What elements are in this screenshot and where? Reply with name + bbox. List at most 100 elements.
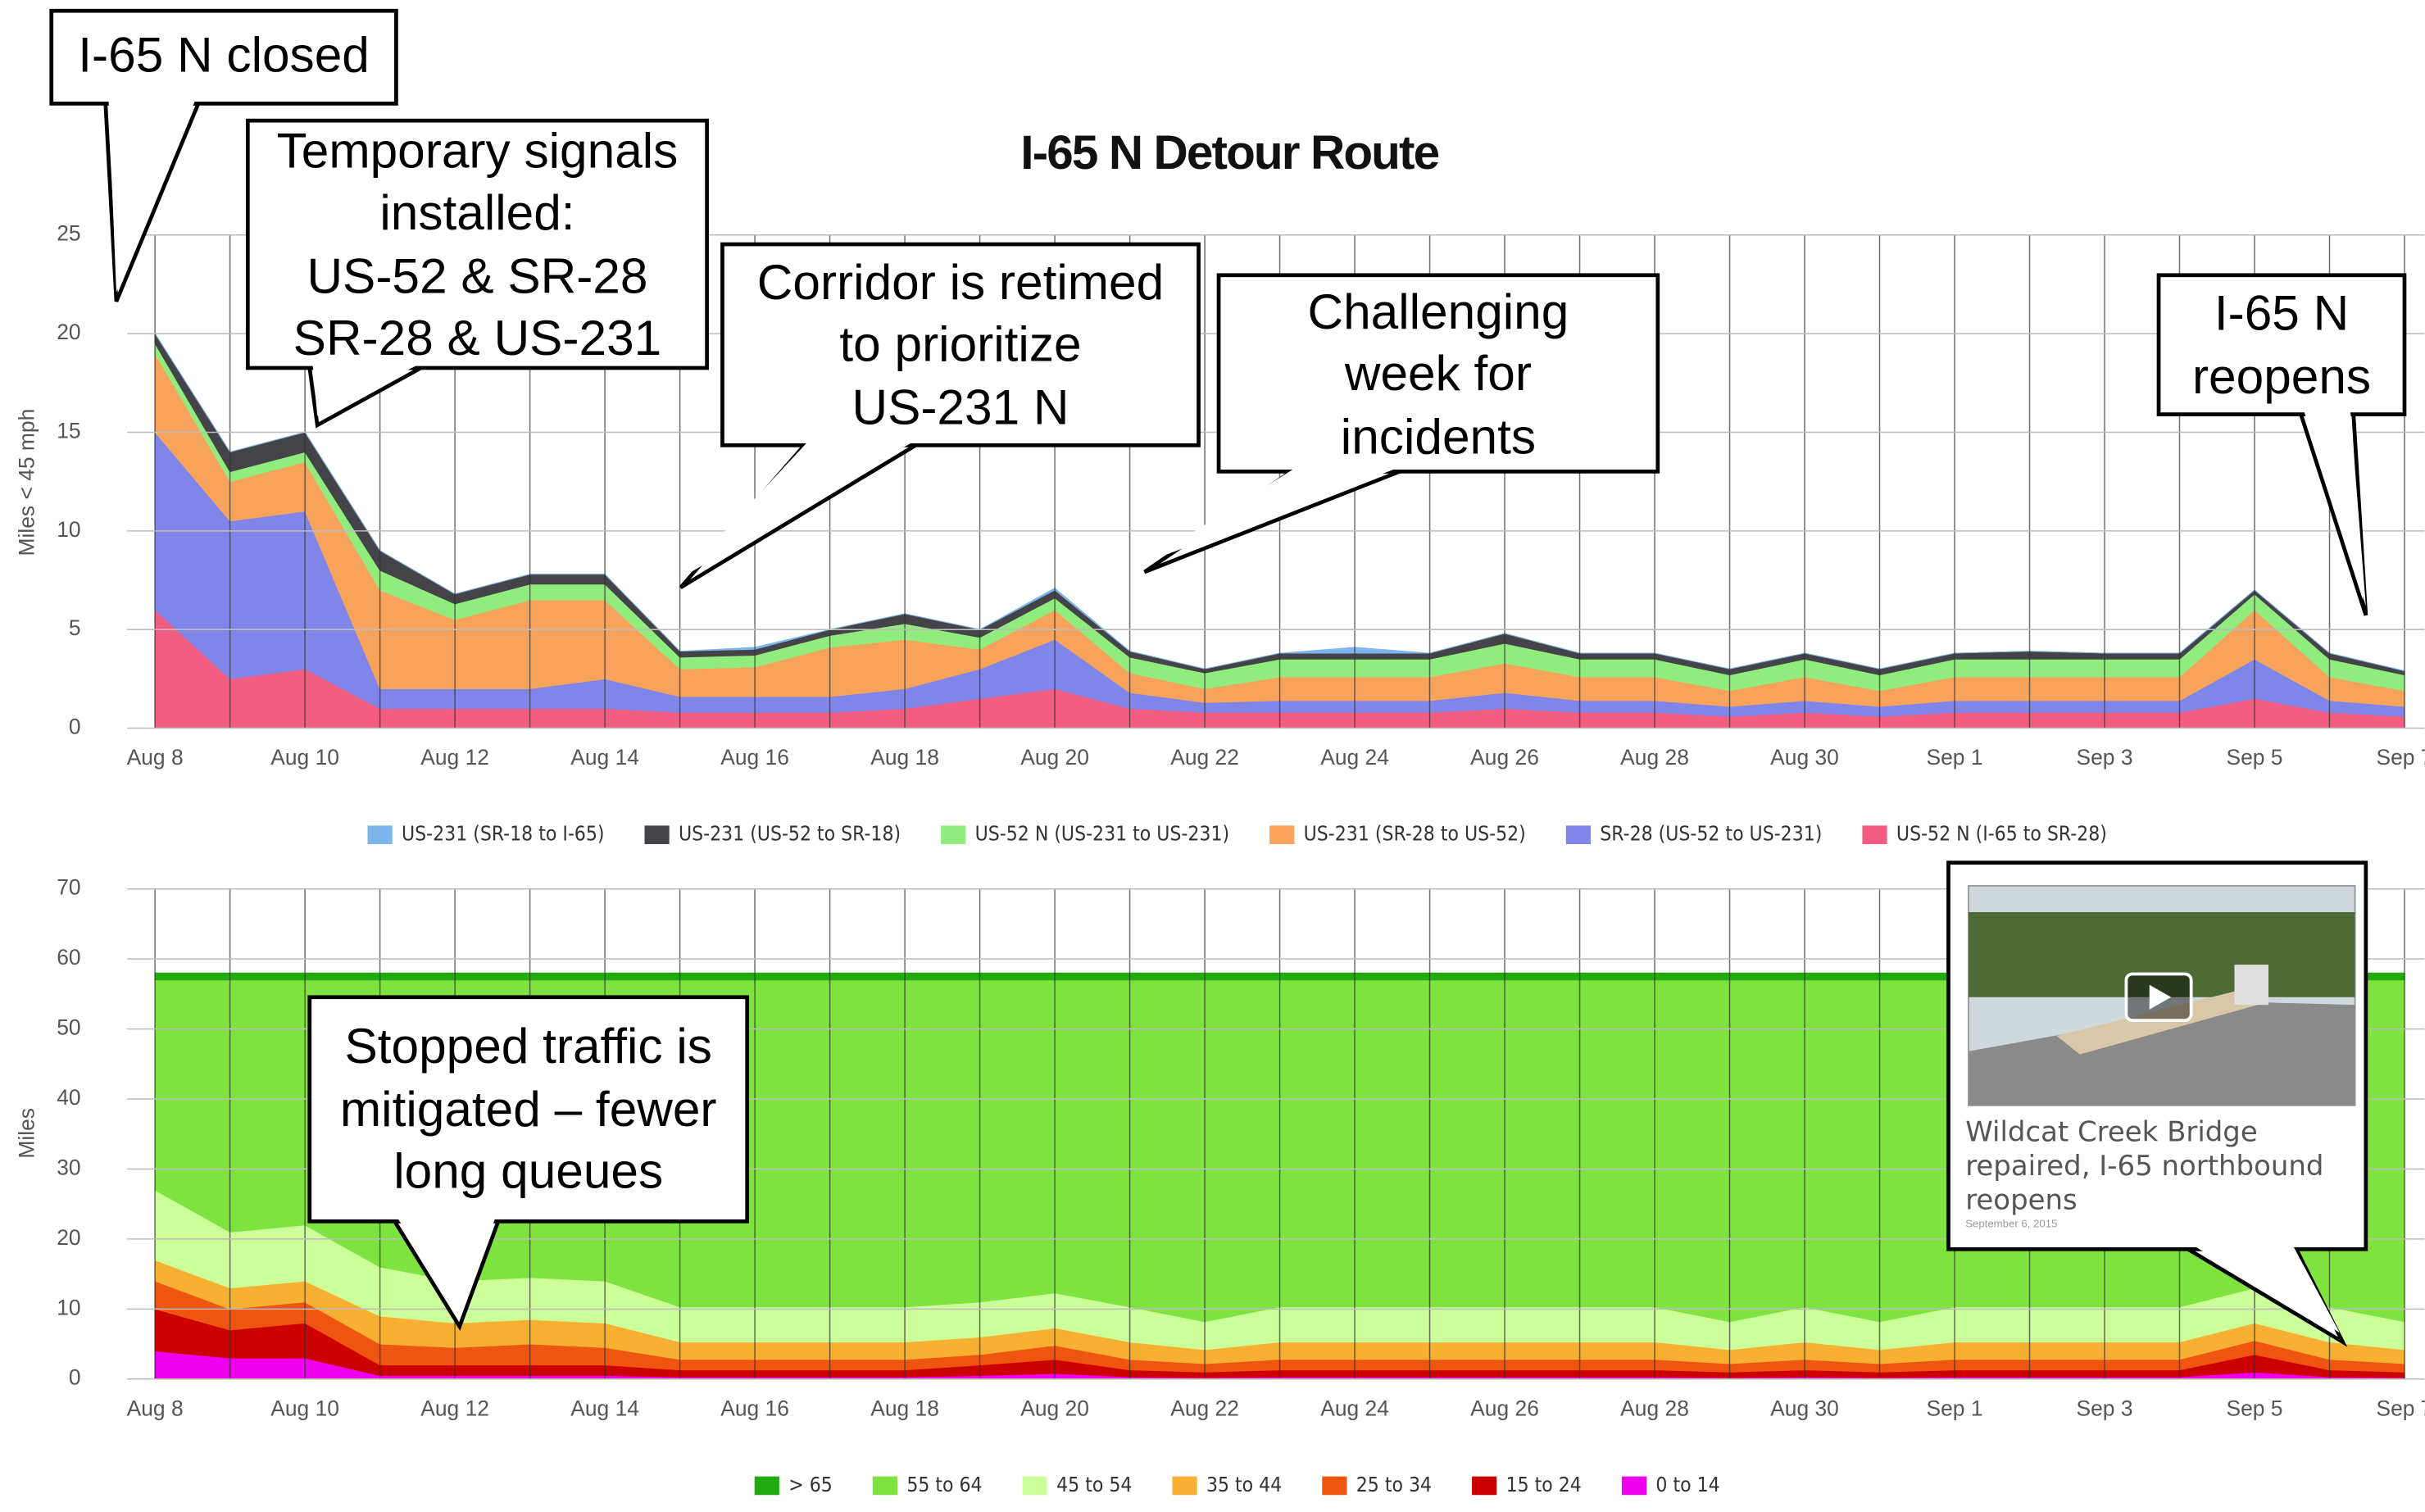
- x-tick-label: Sep 5: [2226, 745, 2282, 770]
- y-tick-label: 40: [57, 1085, 80, 1110]
- y-tick-label: 10: [57, 517, 80, 542]
- y-axis-title: Miles < 45 mph: [14, 409, 39, 556]
- x-tick-label: Aug 26: [1470, 1396, 1539, 1420]
- thumbnail-truck: [2234, 965, 2268, 1005]
- callout-text: I-65 N closed: [78, 27, 370, 83]
- callout-text: US-231 N: [851, 379, 1069, 435]
- x-tick-label: Aug 30: [1770, 1396, 1839, 1420]
- legend-label: US-231 (US-52 to SR-18): [679, 822, 901, 846]
- callout-text: installed:: [379, 184, 574, 240]
- legend-swatch: [1172, 1477, 1197, 1496]
- y-tick-label: 25: [57, 221, 80, 246]
- legend-label: 0 to 14: [1655, 1473, 1719, 1496]
- callout-text: to prioritize: [839, 316, 1081, 371]
- x-tick-label: Aug 14: [570, 1396, 639, 1420]
- legend-label: US-52 N (US-231 to US-231): [975, 822, 1229, 846]
- x-tick-label: Aug 28: [1620, 745, 1689, 770]
- legend-label: 35 to 44: [1206, 1473, 1282, 1496]
- callout-text: Stopped traffic is: [344, 1018, 711, 1074]
- x-tick-label: Aug 10: [270, 1396, 339, 1420]
- x-tick-label: Sep 7: [2376, 1396, 2425, 1420]
- screenshot: I-65 N Detour Route 0510152025Aug 8Aug 1…: [0, 0, 2425, 1512]
- legend: US-231 (SR-18 to I-65) US-231 (US-52 to S…: [368, 822, 2107, 846]
- callout-text: Challenging: [1308, 284, 1569, 339]
- x-tick-label: Sep 3: [2077, 1396, 2133, 1420]
- callout-text: mitigated – fewer: [340, 1081, 717, 1137]
- legend-swatch: [873, 1477, 897, 1496]
- callout-joint: [313, 365, 418, 415]
- x-tick-label: Aug 16: [720, 1396, 789, 1420]
- y-tick-label: 15: [57, 418, 80, 443]
- x-tick-label: Aug 18: [870, 745, 939, 770]
- x-tick-label: Sep 7: [2376, 745, 2425, 770]
- callout: Corridor is retimed to prioritize US-231 N: [681, 244, 1199, 588]
- y-tick-label: 30: [57, 1155, 80, 1179]
- x-tick-label: Aug 24: [1320, 1396, 1389, 1420]
- callout-text: week for: [1344, 345, 1532, 401]
- x-tick-label: Aug 28: [1620, 1396, 1689, 1420]
- legend-swatch: [368, 825, 393, 844]
- legend-swatch: [1269, 825, 1294, 844]
- page: I-65 N Detour Route 0510152025Aug 8Aug 1…: [0, 0, 2425, 1512]
- y-tick-label: 20: [57, 1225, 80, 1250]
- y-tick-label: 50: [57, 1015, 80, 1040]
- x-tick-label: Aug 14: [570, 745, 639, 770]
- news-title: repaired, I-65 northbound: [1965, 1150, 2323, 1183]
- news-title: reopens: [1965, 1183, 2077, 1216]
- x-tick-label: Aug 30: [1770, 745, 1839, 770]
- x-tick-label: Aug 16: [720, 745, 789, 770]
- x-tick-label: Sep 1: [1927, 1396, 1983, 1420]
- y-axis-title: Miles: [14, 1108, 39, 1159]
- callout-text: incidents: [1341, 409, 1536, 465]
- y-tick-label: 0: [69, 1365, 81, 1390]
- callout: I-65 N reopens: [2159, 275, 2405, 615]
- callout-text: US-52 & SR-28: [307, 247, 647, 303]
- legend-label: SR-28 (US-52 to US-231): [1600, 822, 1822, 846]
- callout-text: Temporary signals: [277, 123, 679, 179]
- legend-swatch: [1023, 1477, 1047, 1496]
- y-tick-label: 70: [57, 875, 80, 900]
- callout: Challenging week for incidents: [1144, 275, 1657, 572]
- legend-swatch: [1472, 1477, 1496, 1496]
- y-tick-label: 20: [57, 320, 80, 344]
- callout-text: I-65 N: [2214, 285, 2349, 341]
- x-tick-label: Aug 8: [127, 1396, 184, 1420]
- legend-label: US-52 N (I-65 to SR-28): [1896, 822, 2107, 846]
- y-tick-label: 5: [69, 615, 81, 640]
- legend-label: US-231 (SR-28 to US-52): [1304, 822, 1526, 846]
- callout-text: Corridor is retimed: [757, 254, 1164, 310]
- x-tick-label: Aug 20: [1020, 1396, 1089, 1420]
- x-tick-label: Aug 8: [127, 745, 184, 770]
- x-tick-label: Aug 26: [1470, 745, 1539, 770]
- legend-label: > 65: [788, 1473, 833, 1496]
- legend-swatch: [755, 1477, 779, 1496]
- callout-text: reopens: [2192, 348, 2371, 404]
- x-tick-label: Aug 18: [870, 1396, 939, 1420]
- legend-swatch: [1862, 825, 1887, 844]
- y-tick-label: 0: [69, 715, 81, 739]
- x-tick-label: Aug 12: [420, 1396, 489, 1420]
- legend-label: 55 to 64: [906, 1473, 982, 1496]
- x-tick-label: Sep 1: [1927, 745, 1983, 770]
- legend-label: 15 to 24: [1506, 1473, 1582, 1496]
- y-tick-label: 10: [57, 1295, 80, 1319]
- x-tick-label: Sep 3: [2077, 745, 2133, 770]
- x-tick-label: Aug 24: [1320, 745, 1389, 770]
- legend-label: US-231 (SR-18 to I-65): [402, 822, 604, 846]
- legend-swatch: [1322, 1477, 1346, 1496]
- x-tick-label: Sep 5: [2226, 1396, 2282, 1420]
- legend-swatch: [1622, 1477, 1646, 1496]
- x-tick-label: Aug 22: [1170, 745, 1239, 770]
- y-tick-label: 60: [57, 945, 80, 969]
- callout-text: SR-28 & US-231: [293, 310, 662, 366]
- legend-swatch: [1566, 825, 1591, 844]
- callout-text: long queues: [393, 1143, 663, 1199]
- news-title: Wildcat Creek Bridge: [1965, 1115, 2258, 1148]
- legend-swatch: [941, 825, 965, 844]
- legend-label: 25 to 34: [1356, 1473, 1432, 1496]
- x-tick-label: Aug 10: [270, 745, 339, 770]
- news-date: September 6, 2015: [1965, 1218, 2057, 1230]
- x-tick-label: Aug 22: [1170, 1396, 1239, 1420]
